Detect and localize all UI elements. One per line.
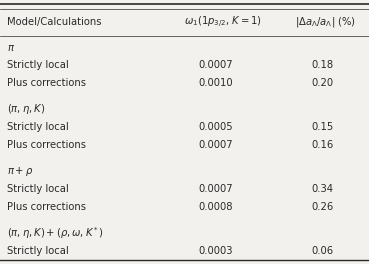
Text: Strictly local: Strictly local <box>7 184 69 194</box>
Text: 0.0010: 0.0010 <box>199 78 233 88</box>
Text: $(\pi, \eta, K) + (\rho, \omega, K^*)$: $(\pi, \eta, K) + (\rho, \omega, K^*)$ <box>7 225 104 241</box>
Text: 0.20: 0.20 <box>312 78 334 88</box>
Text: Plus corrections: Plus corrections <box>7 140 86 150</box>
Text: 0.0007: 0.0007 <box>199 60 233 70</box>
Text: 0.0003: 0.0003 <box>199 246 233 256</box>
Text: Strictly local: Strictly local <box>7 60 69 70</box>
Text: $(\pi, \eta, K)$: $(\pi, \eta, K)$ <box>7 102 45 116</box>
Text: Model/Calculations: Model/Calculations <box>7 17 102 27</box>
Text: 0.26: 0.26 <box>312 202 334 212</box>
Text: 0.18: 0.18 <box>312 60 334 70</box>
Text: $|\Delta a_\Lambda/a_\Lambda|$ (%): $|\Delta a_\Lambda/a_\Lambda|$ (%) <box>295 15 356 30</box>
Text: 0.0007: 0.0007 <box>199 184 233 194</box>
Text: Plus corrections: Plus corrections <box>7 78 86 88</box>
Text: 0.15: 0.15 <box>312 122 334 132</box>
Text: 0.0007: 0.0007 <box>199 140 233 150</box>
Text: Strictly local: Strictly local <box>7 122 69 132</box>
Text: $\pi + \rho$: $\pi + \rho$ <box>7 164 34 178</box>
Text: 0.06: 0.06 <box>312 246 334 256</box>
Text: 0.16: 0.16 <box>312 140 334 150</box>
Text: $\omega_1(1p_{3/2},\,K=1)$: $\omega_1(1p_{3/2},\,K=1)$ <box>184 15 263 30</box>
Text: Plus corrections: Plus corrections <box>7 202 86 212</box>
Text: $\pi$: $\pi$ <box>7 43 15 53</box>
Text: 0.0005: 0.0005 <box>199 122 233 132</box>
Text: 0.0008: 0.0008 <box>199 202 233 212</box>
Text: Strictly local: Strictly local <box>7 246 69 256</box>
Text: 0.34: 0.34 <box>312 184 334 194</box>
